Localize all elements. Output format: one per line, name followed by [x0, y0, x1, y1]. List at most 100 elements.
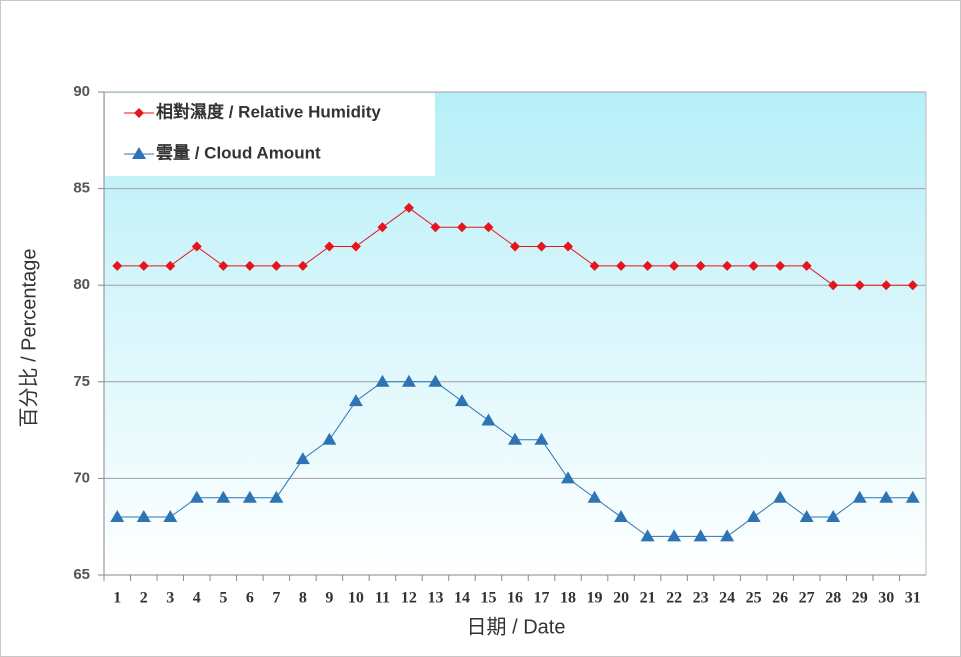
x-tick-label: 19 [587, 590, 603, 607]
x-tick-label: 28 [825, 590, 841, 607]
data-point [852, 490, 867, 503]
x-tick-label: 6 [246, 590, 254, 607]
x-tick-label: 17 [534, 590, 550, 607]
data-point [218, 260, 229, 271]
x-tick-label: 7 [272, 590, 280, 607]
data-point [748, 260, 759, 271]
data-point [616, 260, 627, 271]
x-tick-label: 9 [325, 590, 333, 607]
x-tick-label: 13 [427, 590, 443, 607]
x-axis-label: 日期 / Date [467, 616, 566, 638]
x-tick-label: 12 [401, 590, 417, 607]
data-point [271, 260, 282, 271]
data-point [454, 394, 469, 407]
data-point [640, 529, 655, 542]
data-point [163, 510, 178, 523]
legend-marker [132, 147, 146, 159]
data-point [773, 490, 788, 503]
x-tick-label: 26 [772, 590, 788, 607]
data-point [854, 280, 865, 291]
data-point [775, 260, 786, 271]
data-point [165, 260, 176, 271]
x-tick-label: 24 [719, 590, 735, 607]
data-point [828, 280, 839, 291]
x-tick-label: 1 [113, 590, 121, 607]
legend-box [105, 93, 435, 176]
data-point [907, 280, 918, 291]
x-tick-label: 5 [219, 590, 227, 607]
data-point [377, 222, 388, 233]
x-tick-label: 27 [799, 590, 815, 607]
data-point [642, 260, 653, 271]
y-axis-label: 百分比 / Percentage [17, 249, 40, 428]
y-tick-label: 90 [73, 83, 90, 100]
data-point [191, 241, 202, 252]
y-tick-label: 75 [73, 373, 90, 390]
data-point [348, 394, 363, 407]
x-tick-label: 29 [852, 590, 868, 607]
x-tick-label: 31 [905, 590, 921, 607]
x-tick-label: 16 [507, 590, 523, 607]
data-point [456, 222, 467, 233]
x-tick-label: 10 [348, 590, 364, 607]
data-point [242, 490, 257, 503]
data-point [669, 260, 680, 271]
x-tick-label: 2 [140, 590, 148, 607]
data-point [297, 260, 308, 271]
data-point [879, 490, 894, 503]
data-point [826, 510, 841, 523]
data-point [614, 510, 629, 523]
data-point [881, 280, 892, 291]
data-point [695, 260, 706, 271]
data-point [403, 202, 414, 213]
data-point [136, 510, 151, 523]
data-point [720, 529, 735, 542]
data-point [244, 260, 255, 271]
data-point [401, 374, 416, 387]
data-point [112, 260, 123, 271]
data-point [534, 432, 549, 445]
data-point [269, 490, 284, 503]
data-point [693, 529, 708, 542]
x-tick-label: 30 [878, 590, 894, 607]
data-point [746, 510, 761, 523]
data-point [295, 452, 310, 465]
data-point [587, 490, 602, 503]
data-point [428, 374, 443, 387]
x-tick-label: 14 [454, 590, 470, 607]
x-tick-label: 18 [560, 590, 576, 607]
y-tick-label: 80 [73, 276, 90, 293]
legend-label: 雲量 / Cloud Amount [156, 142, 321, 162]
data-point [563, 241, 574, 252]
x-tick-label: 21 [640, 590, 656, 607]
data-point [905, 490, 920, 503]
x-tick-label: 25 [746, 590, 762, 607]
y-tick-label: 85 [73, 180, 90, 197]
x-tick-label: 11 [375, 590, 390, 607]
x-tick-label: 22 [666, 590, 682, 607]
x-tick-label: 4 [193, 590, 201, 607]
data-point [375, 374, 390, 387]
data-point [722, 260, 733, 271]
x-tick-label: 20 [613, 590, 629, 607]
data-point [110, 510, 125, 523]
data-point [216, 490, 231, 503]
data-point [561, 471, 576, 484]
data-point [350, 241, 361, 252]
data-point [508, 432, 522, 445]
data-point [481, 413, 496, 426]
data-point [324, 241, 335, 252]
data-point [667, 529, 682, 542]
y-tick-label: 65 [73, 566, 90, 583]
data-point [589, 260, 600, 271]
legend-marker [134, 108, 144, 118]
data-point [430, 222, 441, 233]
x-tick-label: 15 [480, 590, 496, 607]
y-tick-label: 70 [73, 469, 90, 486]
data-point [510, 241, 520, 252]
data-point [536, 241, 547, 252]
x-tick-label: 8 [299, 590, 307, 607]
data-point [799, 510, 814, 523]
data-point [189, 490, 204, 503]
